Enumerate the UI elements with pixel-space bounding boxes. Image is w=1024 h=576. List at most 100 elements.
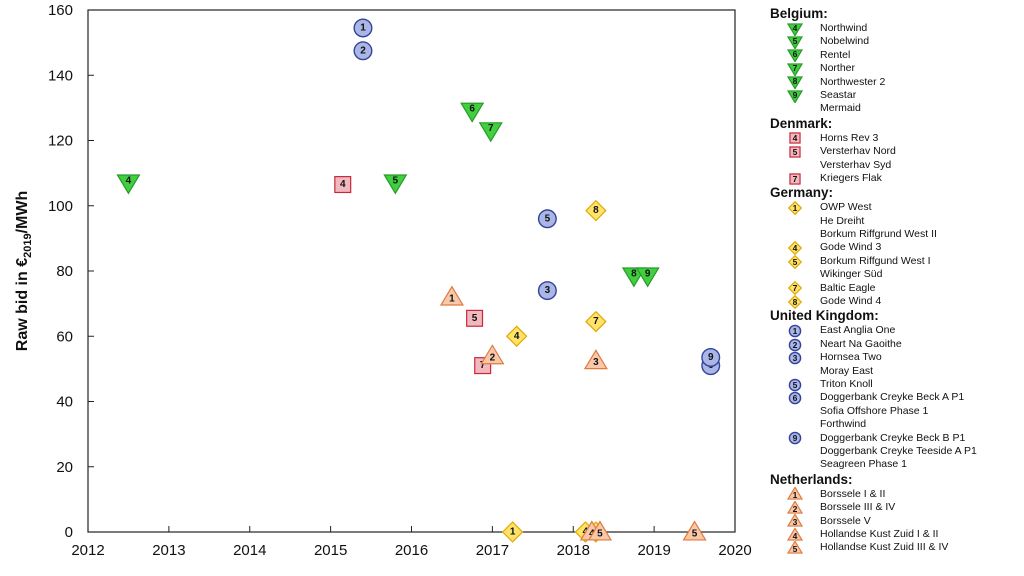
legend-symbol: 9 — [770, 431, 820, 445]
legend-marker — [788, 378, 802, 391]
legend-marker — [788, 351, 802, 365]
y-tick-label: 40 — [56, 394, 73, 411]
data-point-label: 7 — [488, 123, 494, 134]
legend-marker-number: 6 — [793, 49, 798, 59]
legend-marker — [786, 487, 804, 501]
legend-item-label: Gode Wind 3 — [820, 241, 882, 254]
legend-marker-number: 1 — [793, 490, 798, 500]
legend-symbol — [770, 458, 820, 471]
legend-marker — [786, 23, 804, 36]
legend-item: 4 Hollandse Kust Zuid I & II — [770, 527, 1020, 541]
legend-symbol: 3 — [770, 351, 820, 365]
data-point-label: 4 — [340, 179, 346, 190]
legend-marker — [787, 201, 803, 215]
legend-marker-number: 4 — [793, 243, 798, 253]
legend-marker-number: 9 — [793, 90, 798, 100]
legend-symbol: 1 — [770, 324, 820, 338]
legend-marker — [789, 172, 801, 185]
x-tick-label: 2015 — [314, 542, 347, 559]
legend-item: Mermaid — [770, 102, 1020, 115]
legend-marker-number: 1 — [793, 203, 798, 213]
data-point-label: 5 — [472, 313, 478, 324]
x-tick-label: 2019 — [637, 542, 670, 559]
legend-marker — [786, 514, 804, 527]
legend-item: Wikinger Süd — [770, 268, 1020, 281]
legend-group-germany: Germany: 1 OWP West He Dreiht Borkum Riffgru… — [770, 185, 1020, 309]
legend-group-title: Denmark: — [770, 115, 833, 131]
legend-marker-number: 4 — [793, 531, 798, 541]
data-point: 5 — [383, 174, 408, 195]
data-point-label: 2 — [360, 45, 366, 56]
legend-item: 2 Neart Na Gaoithe — [770, 338, 1020, 351]
data-point: 3 — [583, 349, 608, 370]
legend-item-label: Versterhav Syd — [820, 158, 892, 171]
legend-symbol: 5 — [770, 254, 820, 269]
legend-item: 6 Rentel — [770, 49, 1020, 63]
legend-item-label: Seastar — [820, 88, 857, 101]
legend-marker — [787, 294, 803, 309]
data-point-label: 7 — [593, 316, 599, 327]
legend-group-title: Belgium: — [770, 6, 828, 21]
legend-item: 8 Gode Wind 4 — [770, 294, 1020, 309]
data-point: 1 — [501, 521, 524, 543]
legend-marker — [786, 540, 804, 554]
legend-marker-number: 3 — [793, 517, 798, 527]
legend-group-title: Netherlands: — [770, 471, 853, 487]
legend-item: Moray East — [770, 365, 1020, 378]
legend-item-label: OWP West — [820, 201, 872, 214]
x-tick-label: 2018 — [557, 542, 590, 559]
legend-symbol: 2 — [770, 338, 820, 351]
legend-item: 1 East Anglia One — [770, 324, 1020, 338]
legend-item-label: Hornsea Two — [820, 351, 882, 364]
legend-marker — [786, 63, 804, 76]
data-point-label: 1 — [449, 294, 455, 305]
x-tick-label: 2012 — [71, 542, 104, 559]
legend-item-label: Borssele III & IV — [820, 501, 896, 514]
y-tick-label: 0 — [65, 524, 73, 541]
legend-item-label: Borssele V — [820, 514, 871, 527]
y-tick-label: 140 — [48, 67, 73, 84]
scatter-chart: 2012 2013 2014 2015 2016 2017 2018 2019 2020 0 20 4… — [14, 2, 752, 559]
legend-symbol: 7 — [770, 281, 820, 296]
legend-item-label: Mermaid — [820, 102, 861, 115]
legend-marker-number: 7 — [793, 174, 798, 184]
legend-item-label: Borssele I & II — [820, 487, 886, 500]
legend-item: 9 Doggerbank Creyke Beck B P1 — [770, 432, 1020, 445]
x-tick-label: 2014 — [233, 542, 266, 559]
legend-symbol: 7 — [770, 62, 820, 76]
data-point: 9 — [701, 347, 721, 367]
legend-marker-number: 7 — [793, 63, 798, 73]
data-point-label: 4 — [514, 331, 520, 342]
legend-item-label: Moray East — [820, 364, 874, 377]
legend-marker — [789, 132, 801, 145]
data-point: 7 — [585, 310, 607, 333]
data-point: 5 — [682, 520, 707, 541]
legend-symbol — [770, 215, 820, 228]
legend-marker-number: 6 — [793, 393, 798, 403]
legend-symbol: 4 — [770, 241, 820, 256]
data-point-label: 7 — [480, 360, 486, 371]
data-point-label: 6 — [469, 104, 475, 115]
y-tick-label: 160 — [48, 2, 73, 19]
legend-item-label: Kriegers Flak — [820, 171, 882, 184]
legend: Belgium: 4 Northwind 5 Nobelwind 6 Rentel 7 Nort… — [770, 6, 1020, 555]
data-point-label: 4 — [126, 175, 132, 186]
data-point: 7 — [478, 122, 503, 143]
legend-item: He Dreiht — [770, 215, 1020, 228]
legend-symbol — [770, 445, 820, 458]
legend-item-label: Doggerbank Creyke Beck B P1 — [820, 431, 966, 444]
legend-group-title: United Kingdom: — [770, 308, 879, 324]
legend-symbol: 1 — [770, 487, 820, 501]
legend-item: 7 Norther — [770, 62, 1020, 76]
legend-item-label: Borkum Riffgrund West II — [820, 228, 937, 241]
legend-marker — [788, 431, 802, 445]
x-tick-label: 2020 — [718, 542, 751, 559]
legend-item-label: Hollandse Kust Zuid I & II — [820, 527, 939, 540]
data-point-label: 2 — [490, 352, 496, 363]
y-tick-label: 100 — [48, 198, 73, 215]
data-point-label: 3 — [593, 357, 599, 368]
legend-item-label: Nobelwind — [820, 35, 870, 48]
legend-marker-number: 9 — [793, 433, 798, 443]
x-tick-label: 2013 — [152, 542, 185, 559]
legend-item-label: Northwind — [820, 22, 868, 34]
